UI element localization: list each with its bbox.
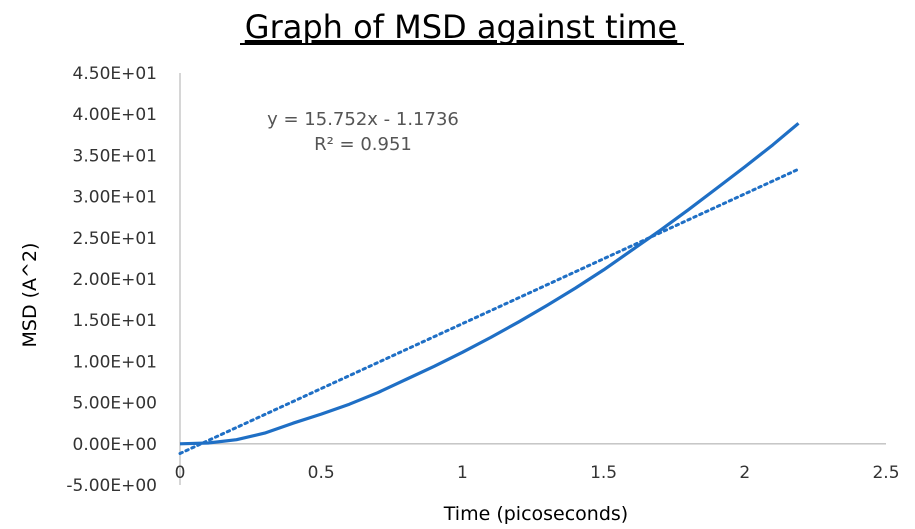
y-tick-labels: -5.00E+00 0.00E+00 5.00E+00 1.00E+01 1.50E+0… (66, 64, 157, 496)
y-tick-label: 5.00E+00 (73, 394, 157, 414)
x-tick-label: 1 (457, 463, 468, 483)
y-tick-label: -5.00E+00 (66, 476, 157, 496)
x-tick-label: 2 (739, 463, 750, 483)
y-tick-label: 2.00E+01 (73, 270, 157, 290)
x-tick-label: 0.5 (308, 463, 335, 483)
y-tick-label: 4.00E+01 (73, 105, 157, 125)
x-tick-label: 0 (175, 463, 186, 483)
y-tick-label: 1.50E+01 (73, 311, 157, 331)
x-tick-label: 2.5 (872, 463, 899, 483)
axes (179, 73, 886, 485)
y-tick-label: 3.50E+01 (73, 146, 157, 166)
y-tick-label: 3.00E+01 (73, 188, 157, 208)
chart-title: Graph of MSD against time (245, 8, 677, 46)
y-tick-label: 1.00E+01 (73, 352, 157, 372)
y-axis-label: MSD (A^2) (19, 243, 41, 348)
y-tick-label: 2.50E+01 (73, 229, 157, 249)
x-tick-label: 1.5 (590, 463, 617, 483)
linear-trendline (178, 167, 800, 455)
y-tick-label: 0.00E+00 (73, 435, 157, 455)
x-tick-labels: 0 0.5 1 1.5 2 2.5 (175, 463, 900, 483)
msd-series-line (179, 122, 800, 446)
x-axis-label: Time (picoseconds) (443, 503, 628, 525)
y-tick-label: 4.50E+01 (73, 64, 157, 84)
trendline-equation: y = 15.752x - 1.1736 (267, 109, 459, 130)
plot-area (178, 122, 800, 455)
trendline-r-squared: R² = 0.951 (314, 134, 412, 155)
